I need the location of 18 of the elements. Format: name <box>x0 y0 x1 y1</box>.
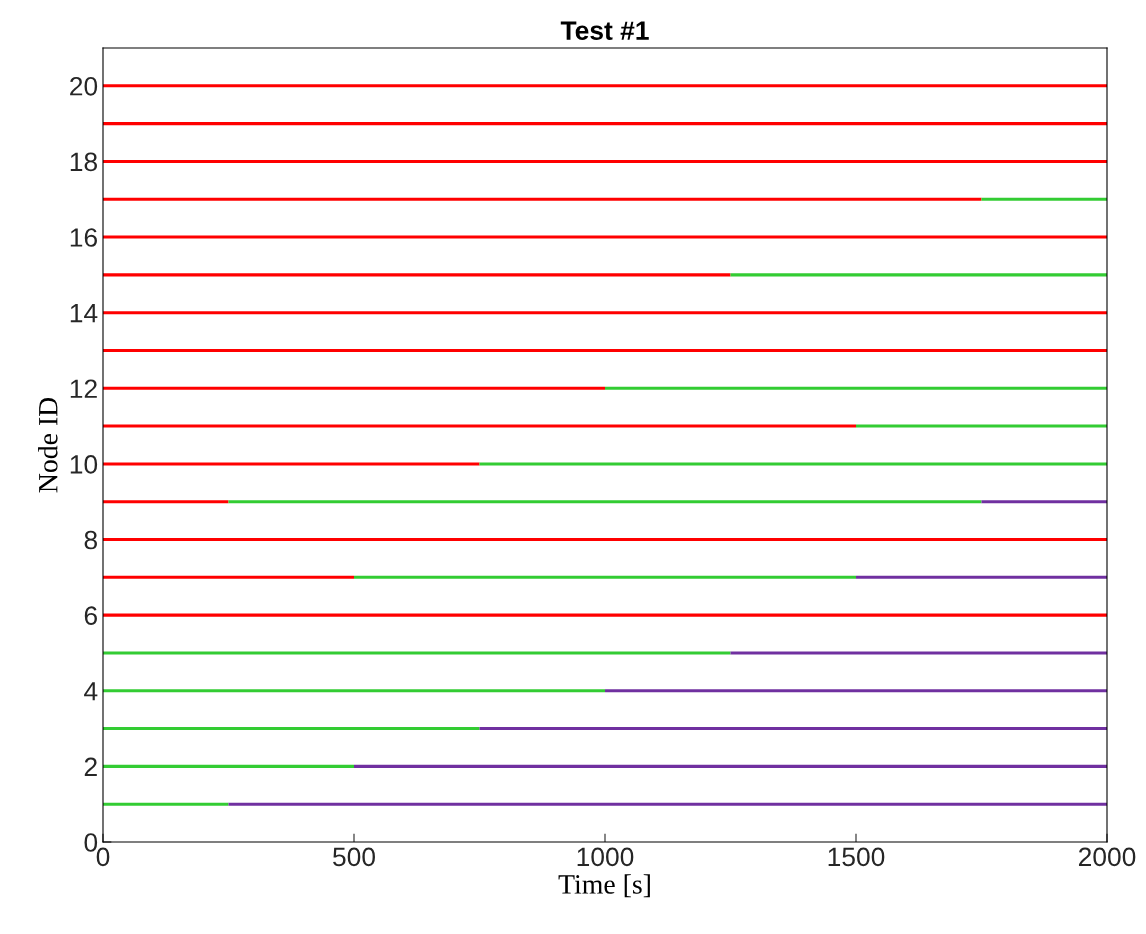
y-tick-label: 8 <box>84 530 97 550</box>
y-tick-label: 2 <box>84 757 97 776</box>
y-tick-label: 20 <box>70 76 98 96</box>
y-tick-label: 12 <box>70 379 97 398</box>
y-tick-label: 18 <box>70 152 97 172</box>
y-tick-label: 16 <box>70 228 97 247</box>
y-tick-label: 10 <box>70 455 98 474</box>
x-tick-label: 1500 <box>828 847 885 867</box>
y-tick-label: 6 <box>84 606 97 625</box>
y-tick-label: 0 <box>84 833 98 852</box>
y-tick-label: 4 <box>84 682 98 701</box>
x-tick-label: 1000 <box>577 847 634 867</box>
chart-title: Test #1 <box>560 21 649 40</box>
x-axis-title: Time [s] <box>558 874 650 898</box>
x-tick-label: 2000 <box>1078 847 1136 867</box>
x-tick-label: 500 <box>333 847 375 867</box>
y-axis-title: Node ID <box>38 397 58 493</box>
y-tick-label: 14 <box>70 304 98 323</box>
